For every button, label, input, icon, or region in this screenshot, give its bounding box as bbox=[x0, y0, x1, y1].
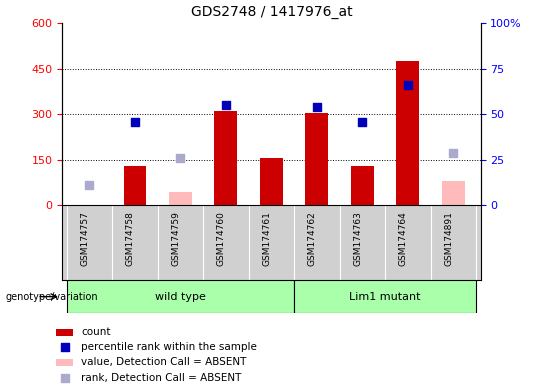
Point bbox=[85, 182, 94, 189]
Text: GSM174764: GSM174764 bbox=[399, 212, 408, 266]
Text: rank, Detection Call = ABSENT: rank, Detection Call = ABSENT bbox=[81, 372, 241, 383]
Bar bbox=[56, 359, 73, 366]
Title: GDS2748 / 1417976_at: GDS2748 / 1417976_at bbox=[191, 5, 352, 19]
Bar bbox=[169, 192, 192, 205]
Point bbox=[403, 82, 412, 88]
Bar bbox=[351, 166, 374, 205]
Point bbox=[313, 104, 321, 110]
Bar bbox=[56, 329, 73, 336]
Text: wild type: wild type bbox=[155, 291, 206, 302]
Bar bbox=[66, 280, 294, 313]
Text: GSM174891: GSM174891 bbox=[444, 212, 453, 266]
Bar bbox=[306, 113, 328, 205]
Bar bbox=[214, 111, 237, 205]
Text: Lim1 mutant: Lim1 mutant bbox=[349, 291, 421, 302]
Text: count: count bbox=[81, 327, 111, 337]
Point bbox=[358, 118, 367, 124]
Point bbox=[397, 292, 406, 298]
Bar bbox=[294, 280, 476, 313]
Text: GSM174763: GSM174763 bbox=[353, 212, 362, 266]
Point bbox=[176, 155, 185, 161]
Point bbox=[449, 149, 457, 156]
Text: GSM174757: GSM174757 bbox=[80, 212, 90, 266]
Text: GSM174761: GSM174761 bbox=[262, 212, 272, 266]
Text: GSM174760: GSM174760 bbox=[217, 212, 226, 266]
Text: percentile rank within the sample: percentile rank within the sample bbox=[81, 342, 257, 352]
Text: genotype/variation: genotype/variation bbox=[5, 291, 98, 302]
Point bbox=[397, 15, 406, 22]
Bar bbox=[124, 166, 146, 205]
Text: GSM174759: GSM174759 bbox=[171, 212, 180, 266]
Bar bbox=[396, 61, 419, 205]
Text: GSM174758: GSM174758 bbox=[126, 212, 135, 266]
Text: value, Detection Call = ABSENT: value, Detection Call = ABSENT bbox=[81, 358, 246, 367]
Point bbox=[131, 118, 139, 124]
Bar bbox=[442, 181, 465, 205]
Text: GSM174762: GSM174762 bbox=[308, 212, 317, 266]
Point bbox=[221, 102, 230, 108]
Bar bbox=[260, 158, 283, 205]
